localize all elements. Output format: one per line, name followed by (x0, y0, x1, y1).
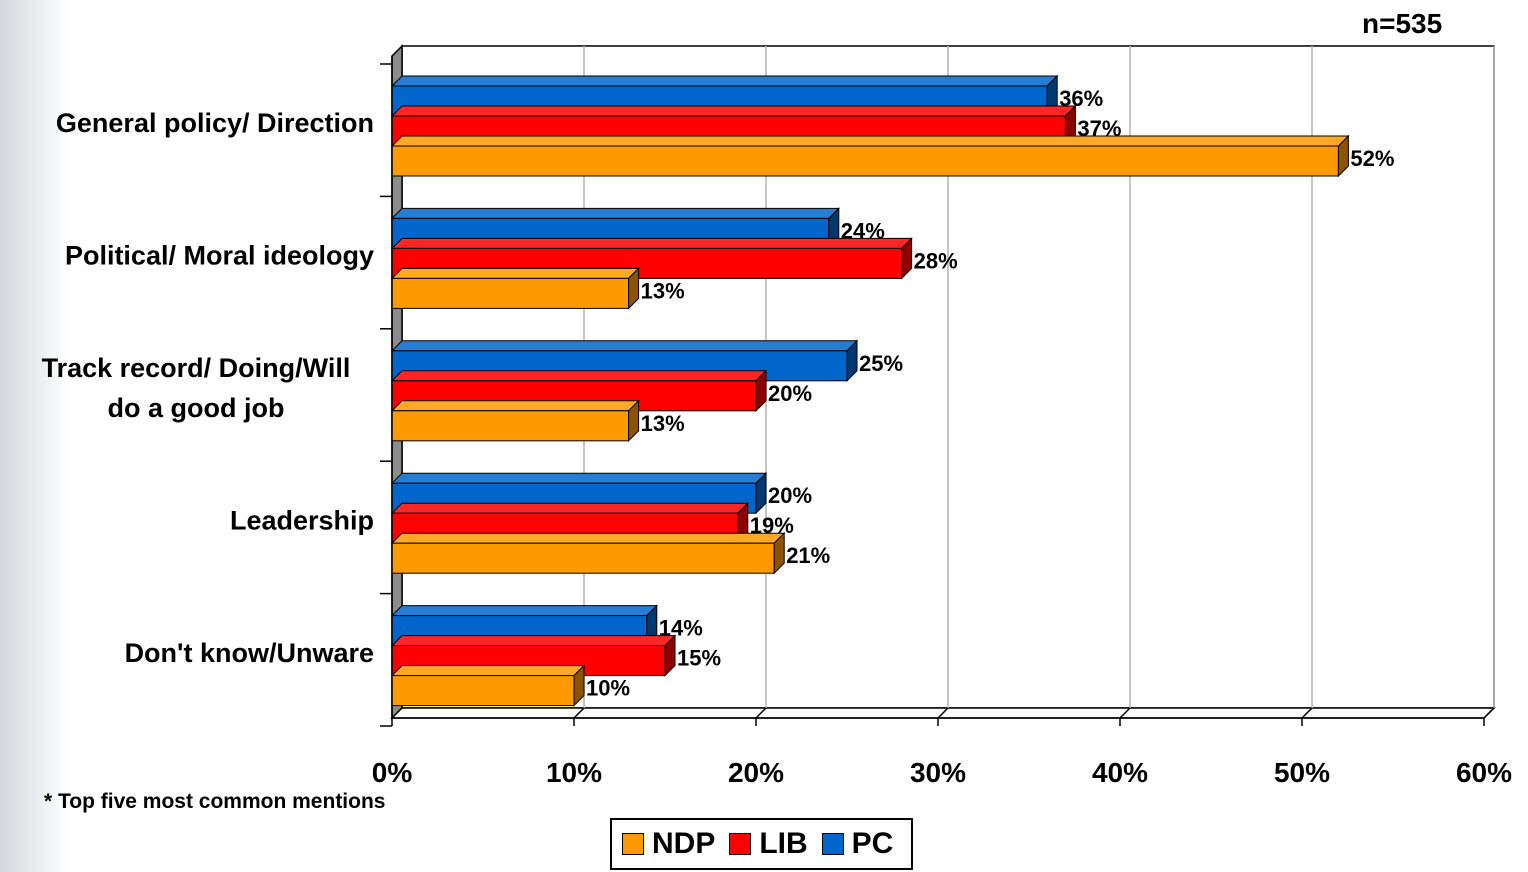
bar-ndp (390, 267, 640, 310)
data-label: 13% (641, 411, 685, 436)
data-label: 20% (768, 483, 812, 508)
data-label: 20% (768, 381, 812, 406)
bar-top (390, 635, 677, 647)
legend-item-pc: PC (821, 827, 894, 861)
bar-top (390, 207, 841, 219)
bar-ndp (390, 664, 586, 707)
bar-end (628, 399, 640, 443)
bar-top (390, 400, 640, 412)
category-label: General policy/ Direction (56, 108, 374, 138)
bar-front (391, 277, 630, 309)
gridline-foot (1483, 707, 1495, 719)
data-label: 52% (1350, 146, 1394, 171)
category-label: Leadership (230, 505, 374, 535)
category-label: Track record/ Doing/Will (42, 353, 351, 383)
gridline-foot (755, 707, 767, 719)
bar-ndp (390, 531, 786, 575)
bar-top (390, 370, 768, 382)
legend-label: PC (851, 827, 894, 860)
gridline-foot (1301, 707, 1313, 719)
data-label: 13% (641, 278, 685, 303)
bar-end (901, 237, 913, 280)
data-label: 36% (1059, 86, 1103, 111)
footnote: * Top five most common mentions (44, 790, 386, 813)
data-label: 24% (841, 218, 885, 243)
gridline-foot (573, 707, 585, 719)
bar-front (391, 542, 775, 574)
bar-top (390, 340, 859, 352)
x-tick-label: 20% (728, 757, 784, 788)
bar-top (390, 105, 1077, 117)
legend-label: LIB (759, 827, 808, 860)
bar-end (755, 369, 767, 413)
sample-size-label: n=535 (1362, 8, 1443, 39)
data-label: 10% (586, 676, 630, 701)
gridline-foot (937, 707, 949, 719)
bar-front (391, 675, 575, 707)
bar-end (628, 267, 640, 310)
data-label: 28% (914, 248, 958, 273)
data-label: 19% (750, 513, 794, 538)
data-label: 21% (786, 543, 830, 568)
bar-ndp (390, 399, 640, 443)
bar-end (664, 634, 676, 677)
data-label: 15% (677, 646, 721, 671)
bar-top (390, 532, 786, 544)
chart-legend: NDP LIB PC (610, 818, 914, 870)
bar-top (390, 472, 768, 484)
legend-item-lib: LIB (729, 827, 808, 861)
x-tick-label: 30% (910, 757, 966, 788)
bar-top (390, 665, 586, 677)
category-label: Don't know/Unware (125, 638, 374, 668)
bar-ndp (390, 134, 1350, 178)
data-label: 14% (659, 616, 703, 641)
bar-end (1337, 134, 1349, 178)
x-tick-label: 40% (1092, 757, 1148, 788)
bar-front (391, 410, 630, 442)
bar-top (390, 267, 640, 279)
bar-end (773, 531, 785, 575)
bar-end (573, 664, 585, 707)
legend-label: NDP (652, 827, 716, 860)
bar-end (755, 471, 767, 515)
x-tick-label: 10% (546, 757, 602, 788)
data-label: 37% (1077, 116, 1121, 141)
category-label: do a good job (108, 393, 285, 423)
bar-top (390, 502, 750, 514)
bar-top (390, 135, 1350, 147)
x-tick-label: 0% (372, 757, 413, 788)
bar-top (390, 237, 913, 249)
legend-swatch (821, 833, 844, 855)
legend-item-ndp: NDP (622, 827, 715, 861)
bar-top (390, 605, 659, 617)
legend-swatch (729, 833, 752, 855)
bar-end (846, 339, 858, 383)
gridline-foot (1119, 707, 1131, 719)
legend-swatch (622, 833, 644, 855)
x-tick-label: 60% (1456, 757, 1512, 788)
bar-lib (390, 634, 677, 677)
x-tick-label: 50% (1274, 757, 1330, 788)
bar-top (390, 75, 1059, 87)
bar-front (391, 145, 1339, 177)
data-label: 25% (859, 351, 903, 376)
category-label: Political/ Moral ideology (65, 241, 374, 271)
